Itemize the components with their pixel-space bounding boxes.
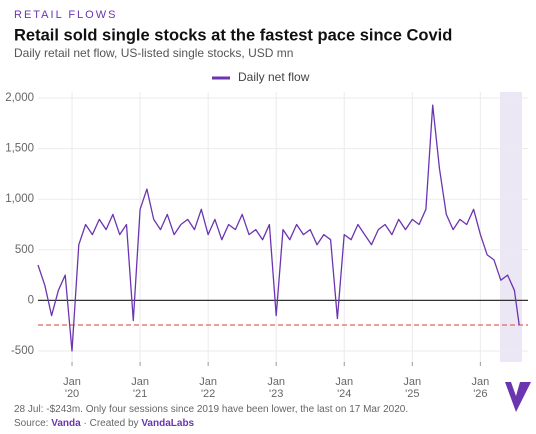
- source-sep: · Created by: [83, 418, 139, 429]
- kicker: RETAIL FLOWS: [14, 9, 117, 21]
- legend-label: Daily net flow: [238, 70, 310, 84]
- x-tick-label: Jan '26: [471, 376, 490, 400]
- y-tick-label: 1,500: [5, 143, 34, 155]
- source: Source: Vanda · Created by VandaLabs: [14, 418, 194, 429]
- y-tick-label: 1,000: [5, 193, 34, 205]
- x-tick-label: Jan '25: [403, 376, 422, 400]
- x-tick-label: Jan '21: [131, 376, 149, 400]
- x-tick-label: Jan '20: [63, 376, 81, 400]
- note: 28 Jul: -$243m. Only four sessions since…: [14, 404, 409, 415]
- source-name: Vanda: [51, 418, 81, 429]
- chart-title: Retail sold single stocks at the fastest…: [14, 26, 452, 44]
- x-tick-label: Jan '24: [335, 376, 354, 400]
- y-tick-label: 2,000: [5, 92, 34, 104]
- chart-subtitle: Daily retail net flow, US-listed single …: [14, 46, 293, 60]
- y-tick-label: 0: [28, 294, 34, 306]
- source-label: Source:: [14, 418, 49, 429]
- x-tick-label: Jan '23: [267, 376, 286, 400]
- source-creator: VandaLabs: [141, 418, 195, 429]
- x-tick-label: Jan '22: [199, 376, 217, 400]
- y-tick-label: 500: [15, 244, 34, 256]
- data-line: [37, 104, 520, 352]
- y-tick-label: -500: [11, 345, 34, 357]
- highlight-band: [500, 92, 522, 362]
- logo: [505, 382, 531, 412]
